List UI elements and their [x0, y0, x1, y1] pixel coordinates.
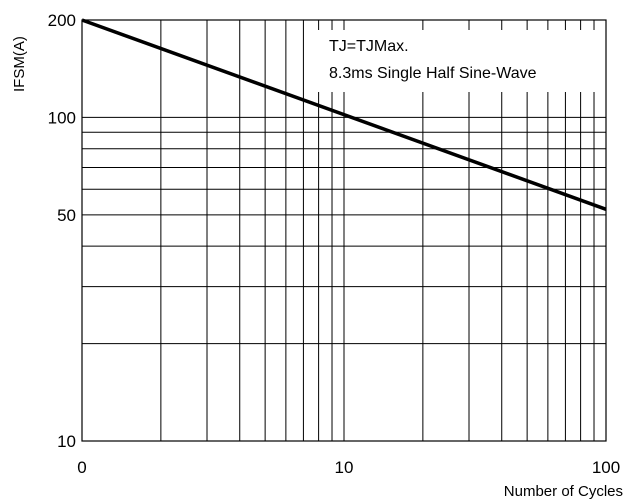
y-tick-label: 10 [57, 432, 76, 451]
series-layer [81, 18, 607, 211]
x-tick-label: 0 [77, 458, 86, 477]
plot-frame [81, 19, 607, 442]
x-axis-label: Number of Cycles [504, 483, 623, 499]
y-tick-labels: 10 50 100 200 [48, 11, 76, 451]
x-tick-label: 100 [592, 458, 620, 477]
y-axis-label: IFSM(A) [11, 36, 28, 92]
annotation-background [318, 30, 605, 92]
x-tick-labels: 0 10 100 [77, 458, 620, 477]
y-tick-label: 200 [48, 11, 76, 30]
surge-current-curve [81, 18, 607, 211]
y-tick-label: 100 [48, 108, 76, 127]
annotation-waveform: 8.3ms Single Half Sine-Wave [329, 65, 537, 82]
y-tick-label: 50 [57, 206, 76, 225]
annotation-temperature: TJ=TJMax. [329, 38, 409, 55]
x-tick-label: 10 [335, 458, 354, 477]
